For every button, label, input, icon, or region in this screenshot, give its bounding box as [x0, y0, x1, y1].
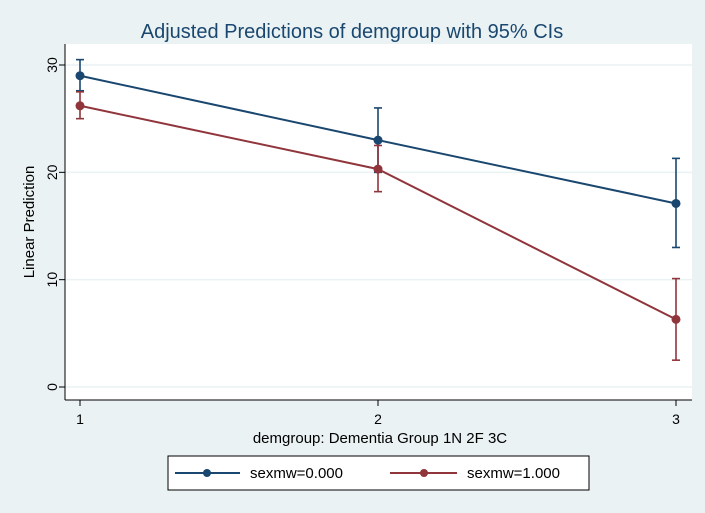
x-tick-label: 2: [374, 411, 382, 427]
data-point-series-1: [373, 164, 383, 174]
y-tick-label: 0: [44, 383, 60, 391]
legend-label-series-1: sexmw=1.000: [467, 465, 560, 482]
y-tick-label: 10: [44, 272, 60, 288]
data-point-series-1: [75, 101, 85, 111]
y-ticks: 0 10 20 30: [44, 57, 65, 391]
legend-marker-series-1: [420, 469, 428, 477]
data-point-series-1: [671, 314, 681, 324]
y-axis-title: Linear Prediction: [21, 166, 38, 279]
chart-title: Adjusted Predictions of demgroup with 95…: [141, 21, 563, 43]
data-point-series-0: [373, 135, 383, 145]
y-tick-label: 20: [44, 164, 60, 180]
x-tick-label: 3: [672, 411, 680, 427]
plot-area: [65, 44, 692, 400]
legend: sexmw=0.000 sexmw=1.000: [167, 455, 590, 491]
legend-marker-series-0: [203, 469, 211, 477]
x-tick-label: 1: [76, 411, 84, 427]
x-ticks: 1 2 3: [76, 400, 680, 427]
x-axis-title: demgroup: Dementia Group 1N 2F 3C: [253, 430, 507, 447]
series-group: [75, 58, 681, 361]
data-point-series-0: [75, 71, 85, 81]
legend-label-series-0: sexmw=0.000: [250, 465, 343, 482]
y-tick-label: 30: [44, 57, 60, 73]
data-point-series-0: [671, 198, 681, 208]
